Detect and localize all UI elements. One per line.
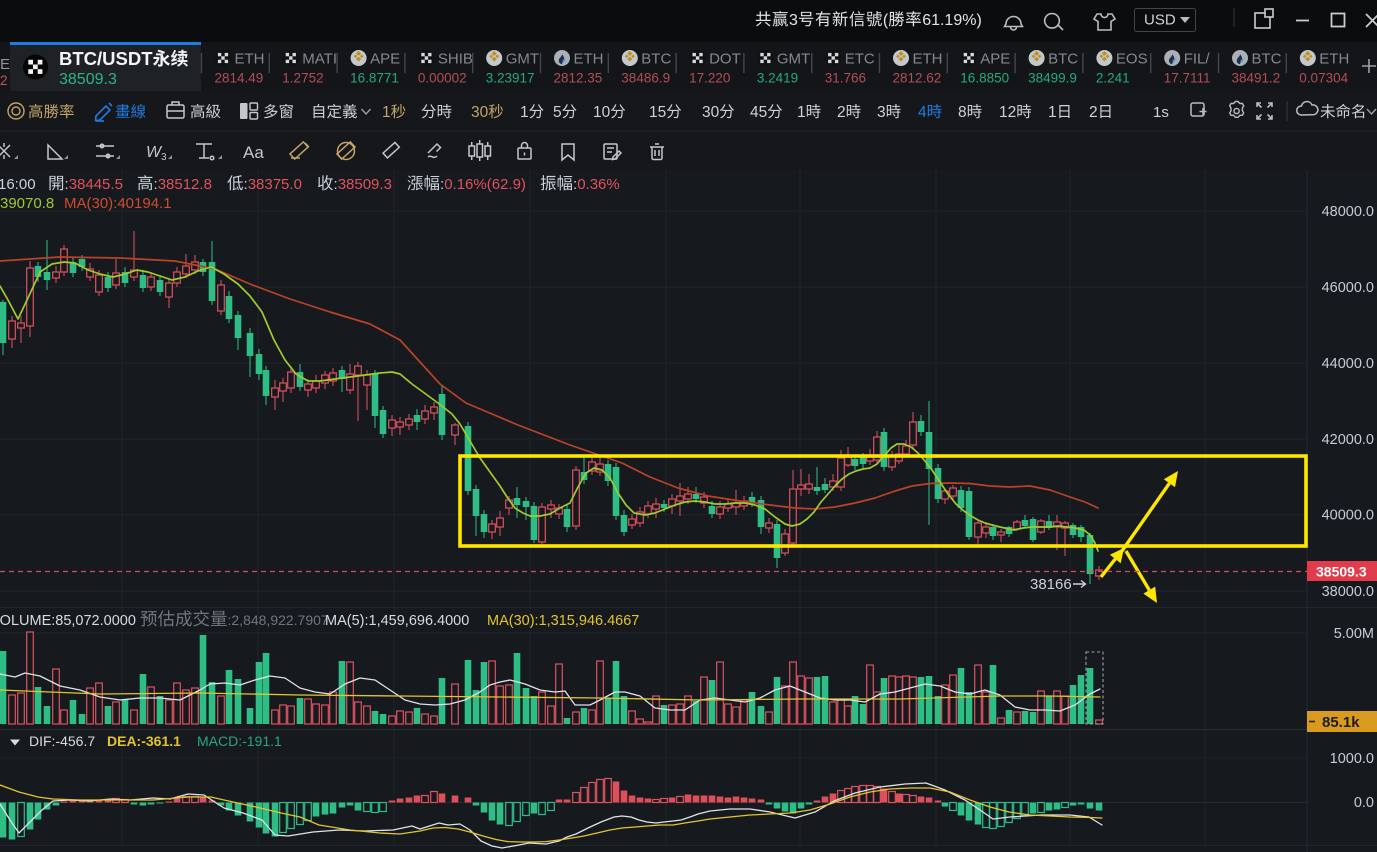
svg-text:MA(5):1,459,696.4000: MA(5):1,459,696.4000 xyxy=(325,613,469,629)
svg-text:ETH: ETH xyxy=(574,51,604,68)
svg-text:0.0: 0.0 xyxy=(1354,795,1374,811)
svg-text:ETH: ETH xyxy=(1319,51,1349,68)
svg-text:W: W xyxy=(146,144,163,161)
svg-text:GMT: GMT xyxy=(777,51,810,68)
svg-text:2: 2 xyxy=(1089,104,1098,121)
svg-text:VOLUME:85,072.0000: VOLUME:85,072.0000 xyxy=(0,613,136,629)
svg-text:BTC: BTC xyxy=(641,51,671,68)
svg-text:46000.0: 46000.0 xyxy=(1322,280,1374,296)
svg-text:MA(30):1,315,946.4667: MA(30):1,315,946.4667 xyxy=(487,613,639,629)
svg-text::: : xyxy=(573,176,577,193)
svg-text:3.23917: 3.23917 xyxy=(486,71,535,86)
svg-text:8: 8 xyxy=(958,104,967,121)
svg-text:DEA:-361.1: DEA:-361.1 xyxy=(107,733,181,749)
svg-text:APE: APE xyxy=(980,51,1010,68)
svg-text:1: 1 xyxy=(797,104,806,121)
svg-text::: : xyxy=(440,176,444,193)
svg-text:(: ( xyxy=(883,12,889,29)
svg-text:APE: APE xyxy=(370,51,400,68)
svg-text::: : xyxy=(244,176,248,193)
svg-text:E: E xyxy=(0,56,10,73)
svg-text:17.220: 17.220 xyxy=(689,71,730,86)
svg-text:38512.8: 38512.8 xyxy=(158,176,212,193)
svg-text:0.07304: 0.07304 xyxy=(1299,71,1348,86)
svg-text:31.766: 31.766 xyxy=(825,71,866,86)
svg-text:GMT: GMT xyxy=(506,51,539,68)
svg-text:38509.3: 38509.3 xyxy=(1316,564,1367,580)
svg-text:2: 2 xyxy=(837,104,846,121)
svg-text:1: 1 xyxy=(1048,104,1057,121)
svg-text:2814.49: 2814.49 xyxy=(215,71,264,86)
svg-text:MA(30):40194.1: MA(30):40194.1 xyxy=(64,195,172,212)
svg-text:1000.0: 1000.0 xyxy=(1330,751,1374,767)
svg-text:Aa: Aa xyxy=(243,143,264,162)
svg-text:3: 3 xyxy=(877,104,886,121)
svg-text:16.8850: 16.8850 xyxy=(960,71,1009,86)
svg-text:30: 30 xyxy=(702,104,720,121)
svg-text:17.7111: 17.7111 xyxy=(1164,71,1211,86)
svg-text:61.19%): 61.19%) xyxy=(922,12,982,29)
svg-text:40000.0: 40000.0 xyxy=(1322,508,1374,524)
svg-text:2812.62: 2812.62 xyxy=(893,71,942,86)
svg-text:FIL/: FIL/ xyxy=(1184,51,1211,68)
svg-text:5: 5 xyxy=(553,104,562,121)
svg-text:39070.8: 39070.8 xyxy=(0,195,54,212)
svg-text::2,848,922.7907: :2,848,922.7907 xyxy=(228,612,329,628)
svg-text:45: 45 xyxy=(750,104,767,121)
svg-text:38509.3: 38509.3 xyxy=(338,176,392,193)
svg-text:38445.5: 38445.5 xyxy=(69,176,123,193)
svg-text:ETH: ETH xyxy=(913,51,943,68)
svg-text::: : xyxy=(154,176,158,193)
svg-text:ETH: ETH xyxy=(235,51,265,68)
svg-text:4: 4 xyxy=(918,104,927,121)
svg-text:DOT: DOT xyxy=(709,51,741,68)
svg-text:3: 3 xyxy=(161,152,167,163)
svg-text:48000.0: 48000.0 xyxy=(1322,204,1374,220)
svg-text:1.2752: 1.2752 xyxy=(282,71,323,86)
svg-text:44000.0: 44000.0 xyxy=(1322,356,1374,372)
svg-text:2.241: 2.241 xyxy=(1096,71,1130,86)
svg-text:0.16%(62.9): 0.16%(62.9) xyxy=(444,176,526,193)
svg-text:38499.9: 38499.9 xyxy=(1028,71,1077,86)
svg-text:SHIB: SHIB xyxy=(438,51,473,68)
svg-text:DIF:-456.7: DIF:-456.7 xyxy=(29,733,95,749)
svg-text:16.8771: 16.8771 xyxy=(350,71,399,86)
svg-text:BTC: BTC xyxy=(1252,51,1282,68)
svg-text:BTC/USDT: BTC/USDT xyxy=(59,48,153,69)
svg-text:38486.9: 38486.9 xyxy=(621,71,670,86)
svg-text:MATI: MATI xyxy=(302,51,337,68)
svg-text:ETC: ETC xyxy=(845,51,875,68)
svg-text:42000.0: 42000.0 xyxy=(1322,432,1374,448)
svg-text:12: 12 xyxy=(999,104,1016,121)
svg-text:85.1k: 85.1k xyxy=(1322,714,1360,731)
svg-text::: : xyxy=(334,176,338,193)
svg-text:5.00M: 5.00M xyxy=(1334,626,1374,642)
svg-text:38375.0: 38375.0 xyxy=(248,176,302,193)
svg-text::: : xyxy=(65,176,69,193)
svg-text:38509.3: 38509.3 xyxy=(59,71,117,88)
svg-text:USD: USD xyxy=(1144,12,1176,29)
svg-text:0.36%: 0.36% xyxy=(577,176,620,193)
svg-text:1: 1 xyxy=(382,104,391,121)
svg-text:1s: 1s xyxy=(1153,104,1169,121)
svg-text:3.2419: 3.2419 xyxy=(757,71,798,86)
svg-text:2: 2 xyxy=(0,73,8,88)
svg-text:15: 15 xyxy=(649,104,666,121)
svg-text:2812.35: 2812.35 xyxy=(554,71,603,86)
svg-text:10: 10 xyxy=(593,104,611,121)
svg-text:30: 30 xyxy=(471,104,489,121)
svg-text:BTC: BTC xyxy=(1048,51,1078,68)
svg-text:38491.2: 38491.2 xyxy=(1232,71,1281,86)
svg-text:3: 3 xyxy=(789,12,798,29)
svg-text:38166: 38166 xyxy=(1030,576,1072,593)
svg-text:38000.0: 38000.0 xyxy=(1322,584,1374,600)
svg-text:0.00002: 0.00002 xyxy=(418,71,467,86)
svg-text:1: 1 xyxy=(520,104,529,121)
svg-text:16:00: 16:00 xyxy=(0,176,36,193)
svg-text:EOS: EOS xyxy=(1116,51,1148,68)
svg-text:MACD:-191.1: MACD:-191.1 xyxy=(197,733,282,749)
